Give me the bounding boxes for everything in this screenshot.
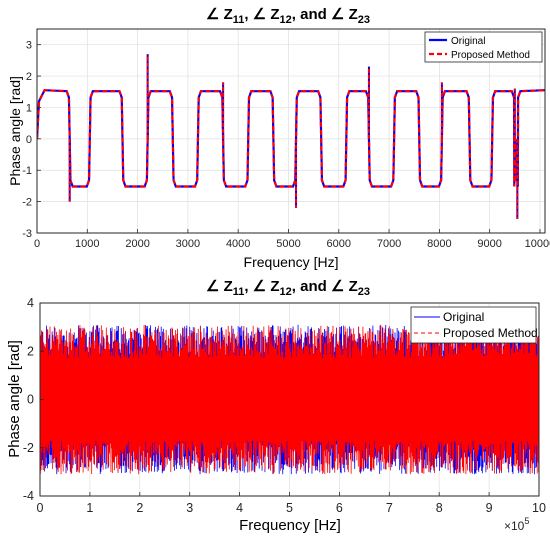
x-tick-label: 3000 bbox=[176, 238, 200, 250]
x-tick-label: 9000 bbox=[477, 238, 501, 250]
x-tick-label: 6000 bbox=[327, 238, 351, 250]
x-tick-label: 2000 bbox=[125, 238, 149, 250]
chart-bottom-y-ticks: -4 -2 0 2 4 bbox=[23, 296, 44, 503]
chart-bottom-plot-area bbox=[40, 324, 539, 475]
chart-bottom-legend: Original Proposed Method bbox=[410, 306, 538, 344]
chart-top-y-ticks: -3 -2 -1 0 1 2 3 bbox=[22, 40, 41, 240]
chart-top-legend: Original Proposed Method bbox=[424, 31, 543, 63]
x-tick-label: 0 bbox=[37, 501, 44, 515]
series-dense-band bbox=[40, 360, 539, 439]
y-tick-label: 2 bbox=[27, 344, 34, 358]
y-tick-label: 1 bbox=[26, 102, 32, 114]
y-tick-label: 0 bbox=[27, 393, 34, 407]
chart-bottom-x-axis-label: Frequency [Hz] bbox=[239, 517, 341, 534]
x-tick-label: 2 bbox=[136, 501, 143, 515]
chart-top-legend-box bbox=[424, 31, 543, 63]
x-tick-label: 8 bbox=[436, 501, 443, 515]
chart-bottom-title: ∠ Z11, ∠ Z12, and ∠ Z23 bbox=[206, 278, 370, 298]
x-tick-label: 8000 bbox=[427, 238, 451, 250]
chart-bottom-legend-box bbox=[410, 306, 537, 344]
x-tick-label: 5 bbox=[286, 501, 293, 515]
y-tick-label: -1 bbox=[22, 165, 32, 177]
chart-bottom-x-ticks: 0 1 2 3 4 5 6 7 8 9 10 bbox=[37, 492, 546, 515]
y-tick-label: -2 bbox=[23, 441, 34, 455]
x-tick-label: 1000 bbox=[75, 238, 99, 250]
chart-top-x-axis-label: Frequency [Hz] bbox=[244, 254, 339, 270]
chart-top-legend-original: Original bbox=[451, 36, 485, 47]
chart-top-y-axis-label: Phase angle [rad] bbox=[7, 76, 23, 186]
y-tick-label: -3 bbox=[22, 228, 32, 240]
x-tick-label: 10 bbox=[532, 501, 546, 515]
chart-top-legend-proposed: Proposed Method bbox=[451, 50, 530, 61]
chart-top-plot-area bbox=[37, 54, 545, 219]
x-tick-label: 9 bbox=[486, 501, 493, 515]
x-tick-label: 4000 bbox=[226, 238, 250, 250]
x-tick-label: 5000 bbox=[276, 238, 300, 250]
y-tick-label: 3 bbox=[26, 40, 32, 52]
x-tick-label: 10000 bbox=[525, 238, 550, 250]
x-tick-label: 7000 bbox=[377, 238, 401, 250]
y-tick-label: -2 bbox=[22, 197, 32, 209]
x-tick-label: 3 bbox=[186, 501, 193, 515]
y-tick-label: 4 bbox=[27, 296, 34, 310]
y-tick-label: 2 bbox=[26, 71, 32, 83]
chart-bottom-legend-proposed: Proposed Method bbox=[443, 326, 538, 340]
chart-top: ∠ Z11, ∠ Z12, and ∠ Z23 0 1000 2000 3000 400… bbox=[7, 6, 550, 270]
x-tick-label: 7 bbox=[386, 501, 393, 515]
chart-top-x-ticks: 0 1000 2000 3000 4000 5000 6000 7000 8000 9000 100… bbox=[34, 229, 550, 250]
x-tick-label: 6 bbox=[336, 501, 343, 515]
y-tick-label: -4 bbox=[23, 489, 34, 503]
x-tick-label: 1 bbox=[86, 501, 93, 515]
y-tick-label: 0 bbox=[26, 134, 32, 146]
chart-top-axes-frame bbox=[36, 28, 546, 234]
chart-bottom-y-axis-label: Phase angle [rad] bbox=[6, 340, 23, 458]
x-tick-label: 0 bbox=[34, 238, 40, 250]
x-tick-label: 4 bbox=[236, 501, 243, 515]
series-proposed-line bbox=[37, 89, 545, 188]
chart-bottom: ∠ Z11, ∠ Z12, and ∠ Z23 0 1 2 3 4 5 6 7 8 9 10 -4-… bbox=[6, 278, 546, 534]
chart-top-title: ∠ Z11, ∠ Z12, and ∠ Z23 bbox=[206, 6, 370, 26]
chart-bottom-x-exponent: ×105 bbox=[504, 516, 529, 533]
chart-bottom-legend-original: Original bbox=[443, 310, 484, 324]
